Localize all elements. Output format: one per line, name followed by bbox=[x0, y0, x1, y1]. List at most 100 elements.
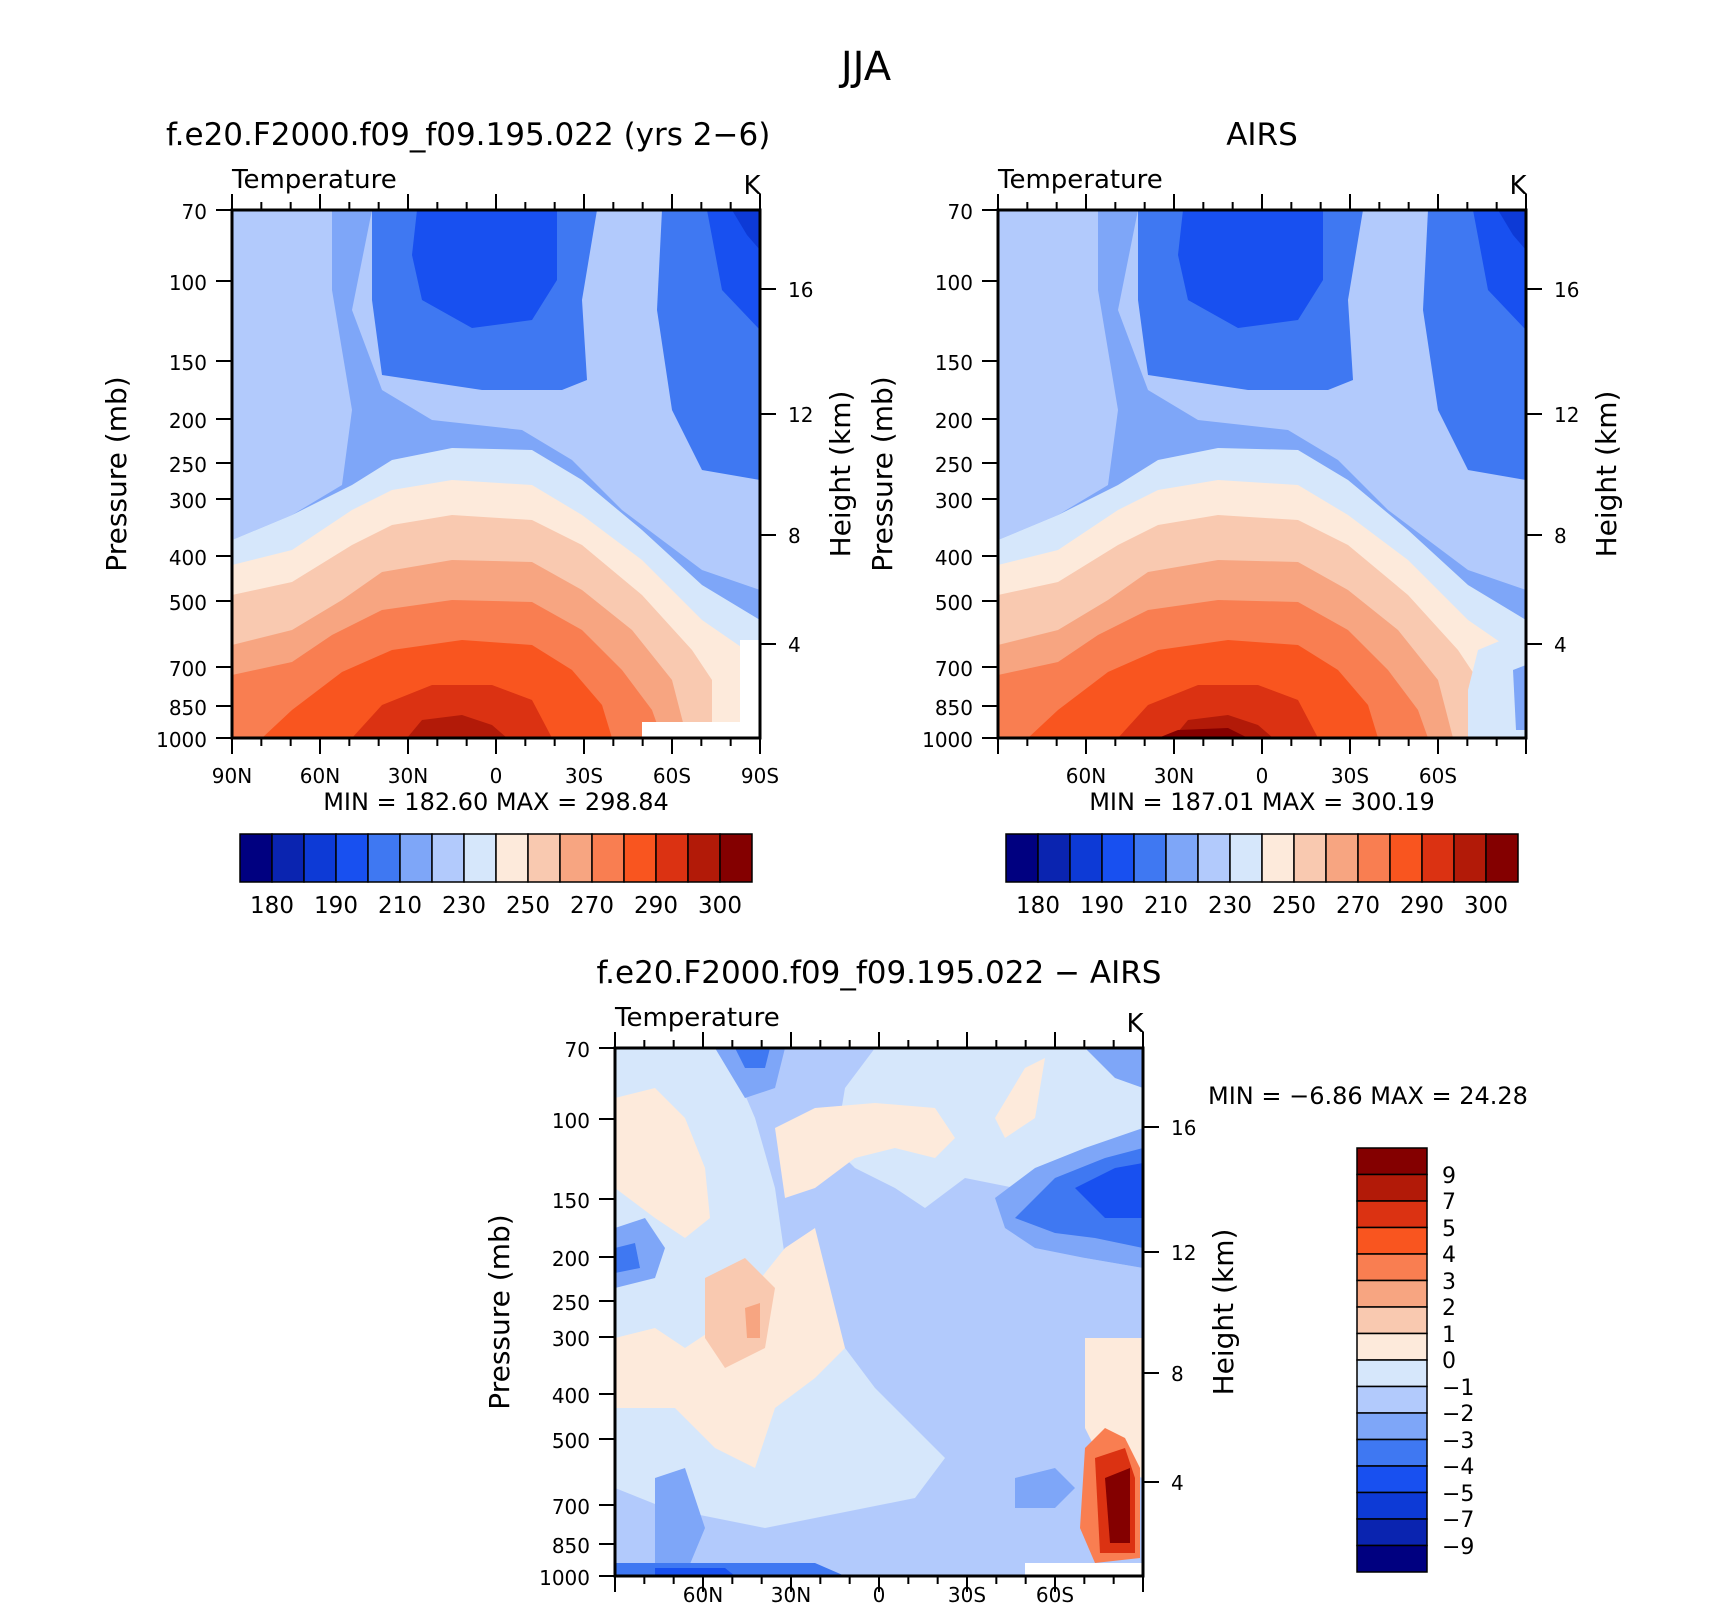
y-tick-label: 300 bbox=[169, 489, 207, 513]
y-tick-label: 850 bbox=[935, 696, 973, 720]
colorbar-label: 5 bbox=[1442, 1217, 1456, 1242]
colorbar-label: 270 bbox=[1336, 893, 1380, 919]
colorbar-swatch bbox=[463, 833, 497, 883]
height-tick-label: 12 bbox=[788, 403, 813, 427]
colorbar-swatch bbox=[1165, 833, 1199, 883]
colorbar-label: 1 bbox=[1442, 1323, 1456, 1348]
colorbar-swatch bbox=[1261, 833, 1295, 883]
colorbar-label: 0 bbox=[1442, 1349, 1456, 1374]
colorbar bbox=[1005, 833, 1519, 883]
y-tick-label: 1000 bbox=[539, 1566, 590, 1590]
colorbar-swatch bbox=[1101, 833, 1135, 883]
contour-band bbox=[232, 210, 332, 540]
y-tick-label: 1000 bbox=[156, 728, 207, 752]
contour-band bbox=[1468, 630, 1526, 738]
missing-data bbox=[642, 722, 760, 738]
contour-band bbox=[715, 1048, 785, 1098]
colorbar-label: 3 bbox=[1442, 1270, 1456, 1295]
variable-label: Temperature bbox=[614, 1003, 780, 1033]
colorbar-swatch bbox=[1356, 1465, 1428, 1494]
y-axis-title-right: Height (km) bbox=[1590, 391, 1623, 558]
contour-band bbox=[352, 685, 552, 738]
height-tick-label: 12 bbox=[1171, 1241, 1196, 1265]
height-tick-label: 16 bbox=[1171, 1116, 1196, 1140]
y-axis-title: Pressure (mb) bbox=[483, 1214, 516, 1409]
colorbar-label: −5 bbox=[1442, 1482, 1474, 1507]
contour-band bbox=[705, 1258, 775, 1368]
min-max-readout: MIN = −6.86 MAX = 24.28 bbox=[1208, 1082, 1528, 1110]
contour-field bbox=[232, 210, 760, 738]
colorbar-label: 290 bbox=[1400, 893, 1444, 919]
y-axis-labels: 70 100 150 200 250 300 400 500 700 850 1… bbox=[156, 200, 207, 752]
y-tick-label: 250 bbox=[169, 453, 207, 477]
y-tick-label: 700 bbox=[552, 1495, 590, 1519]
y-axis-title-right: Height (km) bbox=[1207, 1229, 1240, 1396]
colorbar-label: 230 bbox=[1208, 893, 1252, 919]
axis-ticks bbox=[982, 194, 1542, 754]
colorbar-label: 7 bbox=[1442, 1190, 1456, 1215]
colorbar-label: 180 bbox=[250, 893, 294, 919]
y-tick-label: 250 bbox=[935, 453, 973, 477]
colorbar-label: 230 bbox=[442, 893, 486, 919]
colorbar-swatch bbox=[239, 833, 273, 883]
colorbar-labels: 9 7 5 4 3 2 1 0 −1 −2 −3 −4 −5 −7 −9 bbox=[1442, 1164, 1474, 1560]
height-tick-label: 8 bbox=[1171, 1362, 1184, 1386]
colorbar-swatch bbox=[1356, 1518, 1428, 1547]
axis-ticks bbox=[216, 194, 776, 754]
colorbar-swatch bbox=[1356, 1438, 1428, 1467]
panel-title: f.e20.F2000.f09_f09.195.022 (yrs 2−6) bbox=[166, 117, 770, 153]
x-tick-label: 60N bbox=[300, 764, 340, 788]
colorbar-label: −2 bbox=[1442, 1402, 1474, 1427]
contour-band bbox=[1085, 1048, 1143, 1088]
contour-band bbox=[1158, 728, 1248, 738]
height-tick-label: 16 bbox=[788, 278, 813, 302]
height-axis-labels: 16 12 8 4 bbox=[1554, 278, 1579, 657]
colorbar-swatch bbox=[1485, 833, 1519, 883]
colorbar-swatch bbox=[1356, 1385, 1428, 1414]
colorbar-swatch bbox=[687, 833, 721, 883]
x-axis-labels: 90N 60N 30N 0 30S 60S 90S bbox=[212, 764, 779, 788]
colorbar-swatch bbox=[1356, 1491, 1428, 1520]
y-tick-label: 70 bbox=[182, 200, 207, 224]
colorbar-label: −7 bbox=[1442, 1508, 1474, 1533]
x-tick-label: 90S bbox=[741, 764, 779, 788]
height-tick-label: 4 bbox=[1554, 633, 1567, 657]
height-tick-label: 8 bbox=[788, 524, 801, 548]
colorbar-swatch bbox=[1389, 833, 1423, 883]
units-label: K bbox=[1509, 171, 1527, 201]
y-axis-labels: 70 100 150 200 250 300 400 500 700 850 1… bbox=[539, 1038, 590, 1590]
y-axis-labels: 70 100 150 200 250 300 400 500 700 850 1… bbox=[922, 200, 973, 752]
colorbar-swatch bbox=[271, 833, 305, 883]
y-tick-label: 850 bbox=[169, 696, 207, 720]
missing-data bbox=[740, 640, 760, 738]
contour-band bbox=[775, 1103, 955, 1198]
variable-label: Temperature bbox=[231, 165, 397, 195]
colorbar-swatch bbox=[431, 833, 465, 883]
y-tick-label: 100 bbox=[169, 271, 207, 295]
units-label: K bbox=[1126, 1009, 1144, 1039]
y-tick-label: 850 bbox=[552, 1534, 590, 1558]
colorbar-swatch bbox=[655, 833, 689, 883]
y-tick-label: 100 bbox=[552, 1109, 590, 1133]
colorbar-swatch bbox=[1069, 833, 1103, 883]
y-tick-label: 100 bbox=[935, 271, 973, 295]
colorbar-swatch bbox=[1357, 833, 1391, 883]
colorbar-label: 190 bbox=[314, 893, 358, 919]
colorbar-swatch bbox=[1356, 1412, 1428, 1441]
contour-band bbox=[998, 210, 1098, 540]
colorbar-swatch bbox=[1356, 1147, 1428, 1176]
x-axis-labels: 60N 30N 0 30S 60S bbox=[683, 1583, 1074, 1606]
colorbar-label: 300 bbox=[698, 893, 742, 919]
contour-field bbox=[998, 210, 1526, 738]
y-axis-title: Pressure (mb) bbox=[100, 376, 133, 571]
colorbar-swatch bbox=[1356, 1226, 1428, 1255]
y-tick-label: 500 bbox=[935, 591, 973, 615]
panel-title: f.e20.F2000.f09_f09.195.022 − AIRS bbox=[597, 955, 1162, 991]
colorbar-swatch bbox=[1133, 833, 1167, 883]
contour-band bbox=[707, 210, 760, 330]
contour-band bbox=[412, 210, 557, 328]
figure-title: JJA bbox=[838, 44, 892, 90]
colorbar-label: 300 bbox=[1464, 893, 1508, 919]
colorbar-swatch bbox=[1197, 833, 1231, 883]
x-tick-label: 30N bbox=[388, 764, 428, 788]
